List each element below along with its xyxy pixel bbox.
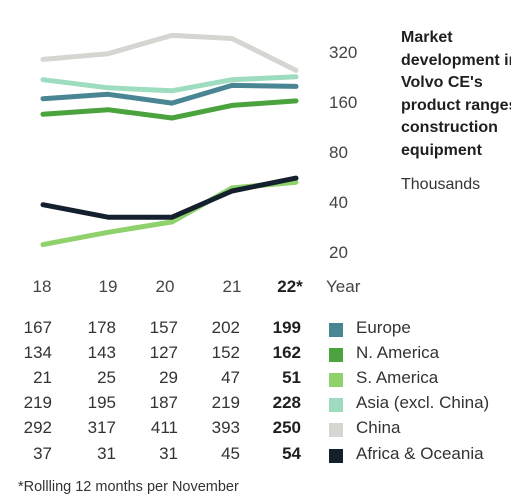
- y-tick-label: 160: [329, 93, 358, 112]
- table-cell: 228: [272, 393, 301, 412]
- table-cell: 393: [211, 418, 240, 437]
- y-tick-label: 80: [329, 143, 348, 162]
- chart-title: Market development in Volvo CE's product…: [401, 29, 511, 159]
- legend-label: Africa & Oceania: [356, 444, 484, 463]
- table-cell: 162: [272, 343, 301, 362]
- table-cell: 199: [272, 318, 301, 337]
- table-cell: 317: [87, 418, 116, 437]
- table-cell: 54: [282, 444, 301, 463]
- legend-swatch: [329, 449, 343, 463]
- table-cell: 292: [23, 418, 52, 437]
- unit-label: Thousands: [401, 176, 481, 193]
- series-line-n-america: [40, 98, 299, 121]
- table-cell: 47: [221, 368, 240, 387]
- x-tick-label: 20: [155, 277, 175, 296]
- legend-swatch: [329, 323, 343, 337]
- x-tick-label: 18: [32, 277, 52, 296]
- legend-swatch: [329, 348, 343, 362]
- line-chart: [40, 32, 299, 248]
- legend-label: S. America: [356, 368, 439, 387]
- y-tick-label: 20: [329, 243, 348, 262]
- table-cell: 134: [23, 343, 52, 362]
- table-cell: 25: [97, 368, 116, 387]
- table-cell: 21: [33, 368, 52, 387]
- table-cell: 45: [221, 444, 240, 463]
- series-line-europe: [40, 82, 299, 106]
- series-line-asia-excl-china: [40, 74, 299, 94]
- legend-label: N. America: [356, 343, 440, 362]
- table-cell: 187: [149, 393, 178, 412]
- legend-label: Europe: [356, 318, 411, 337]
- table-cell: 202: [211, 318, 240, 337]
- table-cell: 219: [23, 393, 52, 412]
- table-cell: 152: [211, 343, 240, 362]
- x-tick-label: 19: [98, 277, 118, 296]
- table-row: 21 25 29 47 51 S. America: [0, 368, 511, 393]
- legend-label: Asia (excl. China): [356, 393, 490, 412]
- legend-swatch: [329, 423, 343, 437]
- series-line-china: [40, 32, 299, 73]
- table-cell: 143: [87, 343, 116, 362]
- table-cell: 31: [159, 444, 178, 463]
- x-axis-label: Year: [326, 277, 361, 296]
- legend-swatch: [329, 373, 343, 387]
- table-cell: 195: [87, 393, 116, 412]
- table-cell: 157: [149, 318, 178, 337]
- table-cell: 411: [150, 418, 178, 437]
- table-row: 219 195 187 219 228 Asia (excl. China): [0, 393, 511, 418]
- table-cell: 127: [149, 343, 178, 362]
- table-cell: 178: [87, 318, 116, 337]
- table-cell: 250: [272, 418, 301, 437]
- table-cell: 167: [23, 318, 52, 337]
- table-row: 167 178 157 202 199 Europe: [0, 318, 511, 343]
- table-row: 292 317 411 393 250 China: [0, 418, 511, 443]
- legend-label: China: [356, 418, 401, 437]
- table-row: 37 31 31 45 54 Africa & Oceania: [0, 444, 511, 469]
- table-cell: 37: [33, 444, 52, 463]
- table-cell: 29: [159, 368, 178, 387]
- y-tick-label: 320: [329, 43, 358, 62]
- table-cell: 31: [97, 444, 116, 463]
- x-tick-label: 22*: [277, 277, 303, 296]
- legend-swatch: [329, 398, 343, 412]
- series-line-africa-oceania: [40, 175, 299, 220]
- table-cell: 219: [211, 393, 240, 412]
- y-tick-label: 40: [329, 193, 348, 212]
- table-cell: 51: [282, 368, 301, 387]
- footnote: *Rollling 12 months per November: [18, 479, 239, 495]
- x-tick-label: 21: [222, 277, 242, 296]
- table-row: 134 143 127 152 162 N. America: [0, 343, 511, 368]
